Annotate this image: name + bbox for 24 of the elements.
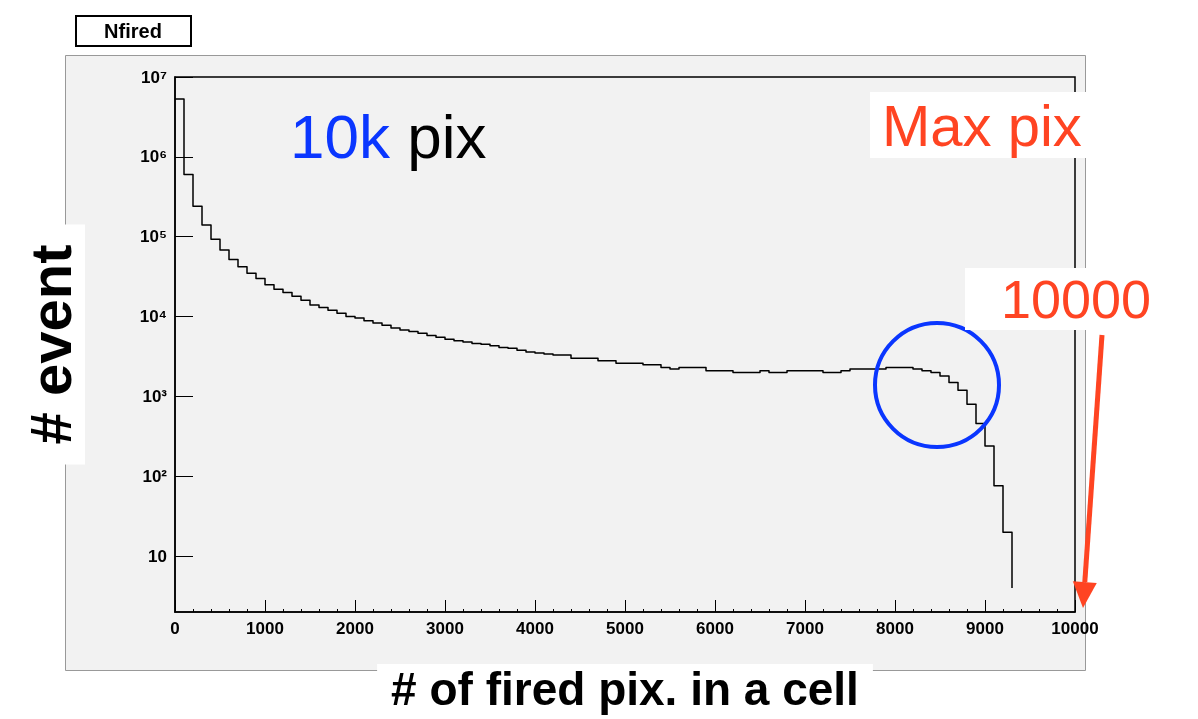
- y-tick-label: 10⁶: [140, 147, 167, 167]
- y-axis-title: # event: [17, 244, 83, 445]
- x-tick-label: 2000: [336, 619, 374, 638]
- x-tick-label: 10000: [1051, 619, 1099, 638]
- x-tick-label: 9000: [966, 619, 1004, 638]
- x-tick-label: 5000: [606, 619, 644, 638]
- x-tick-label: 6000: [696, 619, 734, 638]
- y-tick-label: 10³: [142, 386, 168, 406]
- x-tick-label: 4000: [516, 619, 554, 638]
- annotation: Max pix: [882, 92, 1082, 158]
- y-tick-label: 10²: [142, 466, 168, 486]
- y-tick-label: 10: [148, 546, 167, 566]
- x-tick-label: 7000: [786, 619, 824, 638]
- x-tick-label: 1000: [246, 619, 284, 638]
- chart-title: 10k pix: [290, 101, 487, 171]
- x-tick-label: 0: [170, 619, 180, 638]
- y-tick-label: 10⁴: [139, 307, 167, 327]
- annotation: 10000: [1000, 269, 1152, 329]
- x-tick-label: 3000: [426, 619, 464, 638]
- x-axis-title: # of fired pix. in a cell: [391, 663, 859, 715]
- text: Nfired: [104, 20, 162, 42]
- x-tick-label: 8000: [876, 619, 914, 638]
- y-tick-label: 10⁷: [141, 67, 167, 87]
- y-tick-label: 10⁵: [140, 227, 167, 247]
